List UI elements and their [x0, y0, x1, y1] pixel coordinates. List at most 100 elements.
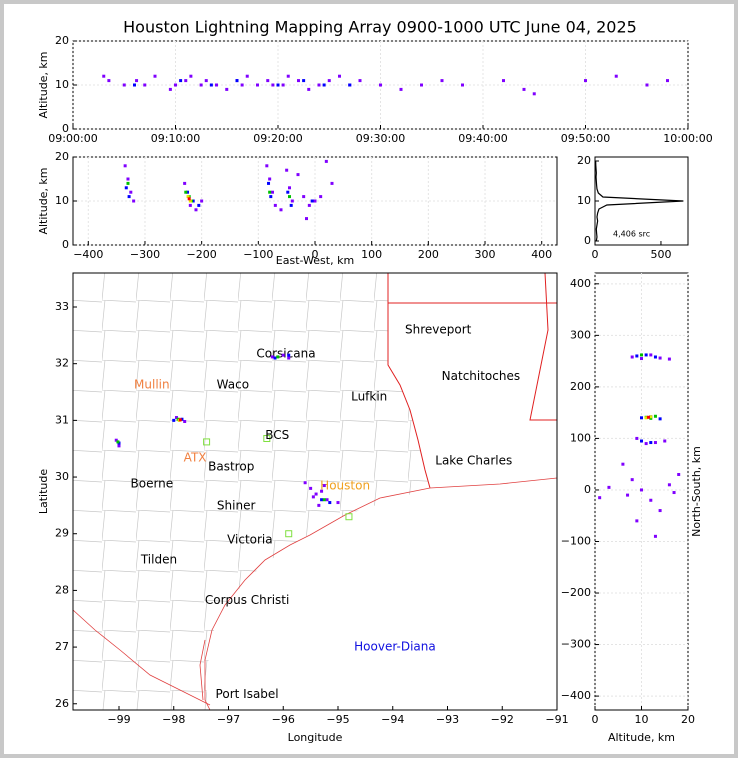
source-point — [314, 492, 318, 496]
y-tick-label: 400 — [570, 277, 591, 290]
city-label: Shiner — [217, 498, 256, 512]
source-point — [317, 503, 321, 507]
source-point — [270, 190, 274, 194]
source-point — [644, 416, 648, 420]
source-point — [645, 83, 649, 87]
source-point — [328, 501, 332, 505]
x-tick-label: −96 — [272, 713, 295, 726]
y-tick-label: 31 — [55, 413, 69, 426]
source-point — [199, 83, 203, 87]
source-point — [279, 208, 283, 212]
source-point — [197, 203, 201, 207]
x-tick-label: −91 — [545, 713, 568, 726]
x-tick-label: 10 — [635, 713, 649, 726]
x-tick-label: 09:50:00 — [561, 132, 610, 145]
source-point — [653, 355, 657, 359]
city-label: Waco — [217, 378, 249, 392]
source-point — [338, 74, 341, 78]
source-point — [270, 355, 274, 359]
source-point — [309, 486, 313, 490]
source-point — [188, 203, 192, 207]
source-point — [667, 357, 671, 361]
city-label: Corpus Christi — [205, 593, 290, 607]
source-point — [653, 441, 657, 445]
source-point — [265, 164, 269, 168]
source-point — [635, 519, 639, 523]
source-point — [107, 79, 111, 83]
x-tick-label: 09:30:00 — [356, 132, 405, 145]
source-point — [630, 355, 634, 359]
source-point — [266, 79, 270, 83]
source-point — [287, 353, 291, 357]
source-point — [325, 498, 329, 502]
source-point — [269, 195, 273, 199]
city-label: Natchitoches — [442, 369, 520, 383]
source-point — [286, 74, 290, 78]
source-point — [621, 462, 625, 466]
x-tick-label: 0 — [312, 248, 319, 261]
source-point — [663, 439, 667, 443]
source-point — [268, 177, 272, 181]
station — [345, 513, 353, 521]
y-tick-label: 10 — [55, 194, 69, 207]
source-point — [235, 79, 239, 83]
source-point — [626, 493, 630, 497]
source-point — [644, 353, 648, 357]
city-label: ATX — [184, 450, 207, 464]
x-tick-label: −93 — [436, 713, 459, 726]
source-point — [245, 74, 249, 78]
source-point — [290, 199, 294, 203]
source-point — [310, 199, 314, 203]
source-point — [420, 83, 423, 87]
y-tick-label: 0 — [62, 238, 69, 251]
source-point — [143, 83, 147, 87]
source-point — [184, 79, 188, 83]
source-point — [126, 177, 130, 181]
y-axis-label: Latitude — [37, 469, 50, 515]
source-point — [194, 208, 198, 212]
source-point — [133, 83, 136, 87]
source-point — [649, 498, 653, 502]
x-tick-label: 09:00:00 — [48, 132, 97, 145]
x-tick-label: −95 — [326, 713, 349, 726]
source-point — [304, 217, 308, 221]
x-tick-label: −99 — [107, 713, 130, 726]
city-label: Tilden — [140, 552, 177, 566]
source-point — [302, 79, 306, 83]
source-point — [630, 478, 634, 482]
x-tick-label: −94 — [381, 713, 404, 726]
source-point — [672, 491, 676, 495]
source-point — [276, 355, 280, 359]
source-point — [667, 483, 671, 487]
x-axis-label: East-West, km — [276, 254, 354, 267]
source-point — [644, 442, 648, 446]
source-point — [440, 79, 444, 83]
y-tick-label: −300 — [561, 638, 591, 651]
source-point — [640, 416, 643, 420]
y-tick-label: 0 — [62, 122, 69, 135]
x-tick-label: −400 — [73, 248, 103, 261]
source-point — [172, 418, 176, 422]
source-point — [240, 83, 244, 87]
y-tick-label: 29 — [55, 527, 69, 540]
x-tick-label: 09:40:00 — [458, 132, 507, 145]
source-point — [322, 484, 326, 488]
source-point — [183, 420, 187, 424]
y-tick-label: 10 — [577, 194, 591, 207]
source-point — [174, 416, 178, 420]
source-point — [180, 417, 184, 421]
source-point — [296, 173, 300, 177]
source-point — [649, 416, 653, 420]
y-tick-label: 20 — [55, 150, 69, 163]
source-point — [273, 356, 277, 360]
source-point — [225, 87, 229, 91]
x-tick-label: 0 — [592, 713, 599, 726]
source-point — [286, 190, 290, 194]
source-point — [584, 79, 587, 83]
x-tick-label: 09:10:00 — [151, 132, 200, 145]
source-point — [178, 418, 182, 422]
city-label: Port Isabel — [216, 687, 279, 701]
source-point — [307, 203, 311, 207]
y-tick-label: 30 — [55, 470, 69, 483]
y-tick-label: 27 — [55, 640, 69, 653]
